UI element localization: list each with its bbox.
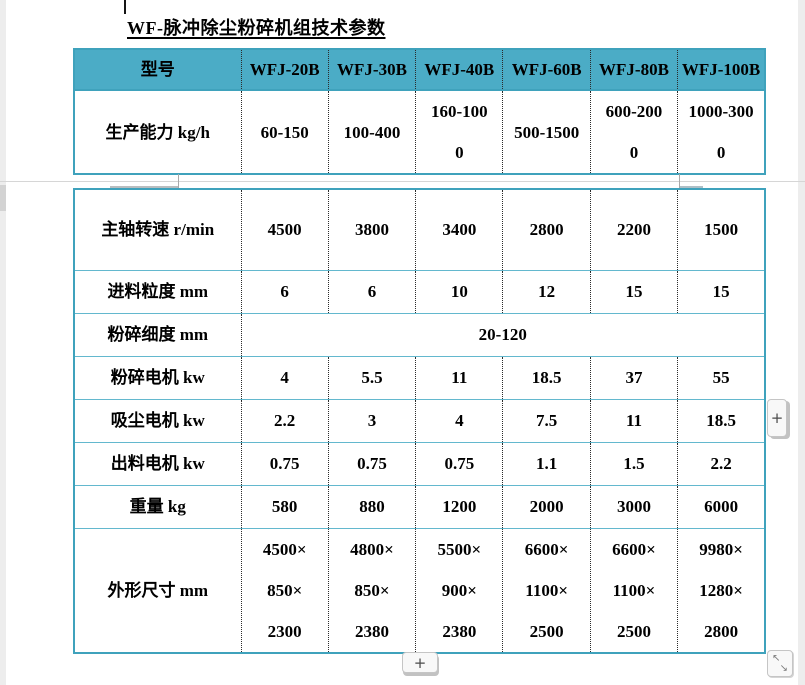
value-cell[interactable]: 37 xyxy=(590,356,679,400)
table-row: 粉碎细度 mm 20-120 xyxy=(74,313,765,357)
table-row: 粉碎电机 kw 4 5.5 11 18.5 37 55 xyxy=(74,356,765,400)
table-row: 重量 kg 580 880 1200 2000 3000 6000 xyxy=(74,485,765,529)
table-header-row: 型号 WFJ-20B WFJ-30B WFJ-40B WFJ-60B WFJ-80B WFJ… xyxy=(74,49,765,91)
value-cell[interactable]: 4800× 850× 2380 xyxy=(328,528,417,653)
value-cell[interactable]: 2000 xyxy=(502,485,591,529)
page-break-line xyxy=(0,181,805,182)
table-handle-tick-right xyxy=(679,174,680,188)
expand-se-icon: ↘ xyxy=(779,663,788,674)
value-cell[interactable]: 15 xyxy=(590,270,679,314)
table-row: 生产能力 kg/h 60-150 100-400 160-100 0 500-1500 6… xyxy=(74,90,765,174)
value-cell[interactable]: 18.5 xyxy=(677,399,765,443)
value-cell[interactable]: 3400 xyxy=(415,189,504,271)
value-cell[interactable]: 2.2 xyxy=(677,442,765,486)
value-cell[interactable]: 880 xyxy=(328,485,417,529)
value-cell[interactable]: 5500× 900× 2380 xyxy=(415,528,504,653)
value-cell[interactable]: 20-120 xyxy=(241,313,765,357)
value-cell[interactable]: 500-1500 xyxy=(502,90,591,174)
value-cell[interactable]: 3000 xyxy=(590,485,679,529)
expand-nw-icon: ↖ xyxy=(772,653,781,664)
value-cell[interactable]: 5.5 xyxy=(328,356,417,400)
value-cell[interactable]: 1.1 xyxy=(502,442,591,486)
row-label-cell[interactable]: 粉碎电机 kw xyxy=(74,356,242,400)
table-row: 主轴转速 r/min 4500 3800 3400 2800 2200 1500 xyxy=(74,189,765,271)
table-row: 吸尘电机 kw 2.2 3 4 7.5 11 18.5 xyxy=(74,399,765,443)
page-title[interactable]: WF-脉冲除尘粉碎机组技术参数 xyxy=(127,18,386,38)
row-label-cell[interactable]: 主轴转速 r/min xyxy=(74,189,242,271)
table-resize-handle-right[interactable] xyxy=(680,186,703,189)
value-cell[interactable]: 1.5 xyxy=(590,442,679,486)
row-label-cell[interactable]: 出料电机 kw xyxy=(74,442,242,486)
value-cell[interactable]: 2200 xyxy=(590,189,679,271)
text-cursor xyxy=(124,0,126,14)
table-handle-tick-left xyxy=(178,174,179,188)
value-cell[interactable]: 10 xyxy=(415,270,504,314)
value-cell[interactable]: 55 xyxy=(677,356,765,400)
table-body-page2: 主轴转速 r/min 4500 3800 3400 2800 2200 1500 进料粒度 m… xyxy=(74,189,765,653)
value-cell[interactable]: 600-200 0 xyxy=(590,90,679,174)
table-header-cell[interactable]: WFJ-40B xyxy=(415,49,504,91)
value-cell[interactable]: 3 xyxy=(328,399,417,443)
table-header-cell[interactable]: WFJ-20B xyxy=(241,49,329,91)
table-row: 出料电机 kw 0.75 0.75 0.75 1.1 1.5 2.2 xyxy=(74,442,765,486)
value-cell[interactable]: 6 xyxy=(241,270,329,314)
value-cell[interactable]: 12 xyxy=(502,270,591,314)
row-label-cell[interactable]: 吸尘电机 kw xyxy=(74,399,242,443)
left-scrollbar-thumb[interactable] xyxy=(0,185,6,211)
table-resize-handle-left[interactable] xyxy=(110,186,178,188)
row-label-cell[interactable]: 重量 kg xyxy=(74,485,242,529)
table-header-cell[interactable]: WFJ-30B xyxy=(328,49,417,91)
value-cell[interactable]: 4500× 850× 2300 xyxy=(241,528,329,653)
table-row: 外形尺寸 mm 4500× 850× 2300 4800× 850× 2380 550… xyxy=(74,528,765,653)
value-cell[interactable]: 60-150 xyxy=(241,90,329,174)
value-cell[interactable]: 6600× 1100× 2500 xyxy=(590,528,679,653)
table-header-cell[interactable]: WFJ-80B xyxy=(590,49,679,91)
value-cell[interactable]: 11 xyxy=(590,399,679,443)
value-cell[interactable]: 4500 xyxy=(241,189,329,271)
value-cell[interactable]: 7.5 xyxy=(502,399,591,443)
table-row: 进料粒度 mm 6 6 10 12 15 15 xyxy=(74,270,765,314)
value-cell[interactable]: 160-100 0 xyxy=(415,90,504,174)
add-column-button[interactable]: + xyxy=(402,652,438,673)
value-cell[interactable]: 15 xyxy=(677,270,765,314)
value-cell[interactable]: 0.75 xyxy=(241,442,329,486)
value-cell[interactable]: 6000 xyxy=(677,485,765,529)
value-cell[interactable]: 1500 xyxy=(677,189,765,271)
value-cell[interactable]: 4 xyxy=(415,399,504,443)
value-cell[interactable]: 1200 xyxy=(415,485,504,529)
value-cell[interactable]: 18.5 xyxy=(502,356,591,400)
value-cell[interactable]: 2800 xyxy=(502,189,591,271)
add-row-button[interactable]: + xyxy=(767,399,787,437)
value-cell[interactable]: 3800 xyxy=(328,189,417,271)
table-header-cell[interactable]: WFJ-60B xyxy=(502,49,591,91)
row-label-cell[interactable]: 外形尺寸 mm xyxy=(74,528,242,653)
value-cell[interactable]: 580 xyxy=(241,485,329,529)
params-table-part2: 主轴转速 r/min 4500 3800 3400 2800 2200 1500 进料粒度 m… xyxy=(73,188,766,654)
value-cell[interactable]: 9980× 1280× 2800 xyxy=(699,539,743,641)
left-scrollbar[interactable] xyxy=(0,0,6,685)
row-label-cell[interactable]: 粉碎细度 mm xyxy=(74,313,242,357)
table-body-page1: 生产能力 kg/h 60-150 100-400 160-100 0 500-1500 6… xyxy=(74,90,765,174)
value-cell[interactable]: 100-400 xyxy=(328,90,417,174)
value-cell[interactable]: 11 xyxy=(415,356,504,400)
value-cell[interactable]: 4 xyxy=(241,356,329,400)
right-scrollbar[interactable] xyxy=(798,0,805,685)
table-header-cell[interactable]: WFJ-100B xyxy=(677,49,765,91)
value-cell[interactable]: 0.75 xyxy=(415,442,504,486)
row-label-cell[interactable]: 生产能力 kg/h xyxy=(74,90,242,174)
table-header-cell[interactable]: 型号 xyxy=(74,49,242,91)
row-label-cell[interactable]: 进料粒度 mm xyxy=(74,270,242,314)
value-cell[interactable]: 1000-300 0 xyxy=(688,102,754,162)
params-table-part1: 型号 WFJ-20B WFJ-30B WFJ-40B WFJ-60B WFJ-80B WFJ… xyxy=(73,48,766,175)
value-cell[interactable]: 6600× 1100× 2500 xyxy=(502,528,591,653)
value-cell[interactable]: 6 xyxy=(328,270,417,314)
expand-button[interactable]: ↖ ↘ xyxy=(767,650,793,677)
value-cell[interactable]: 2.2 xyxy=(241,399,329,443)
value-cell[interactable]: 0.75 xyxy=(328,442,417,486)
